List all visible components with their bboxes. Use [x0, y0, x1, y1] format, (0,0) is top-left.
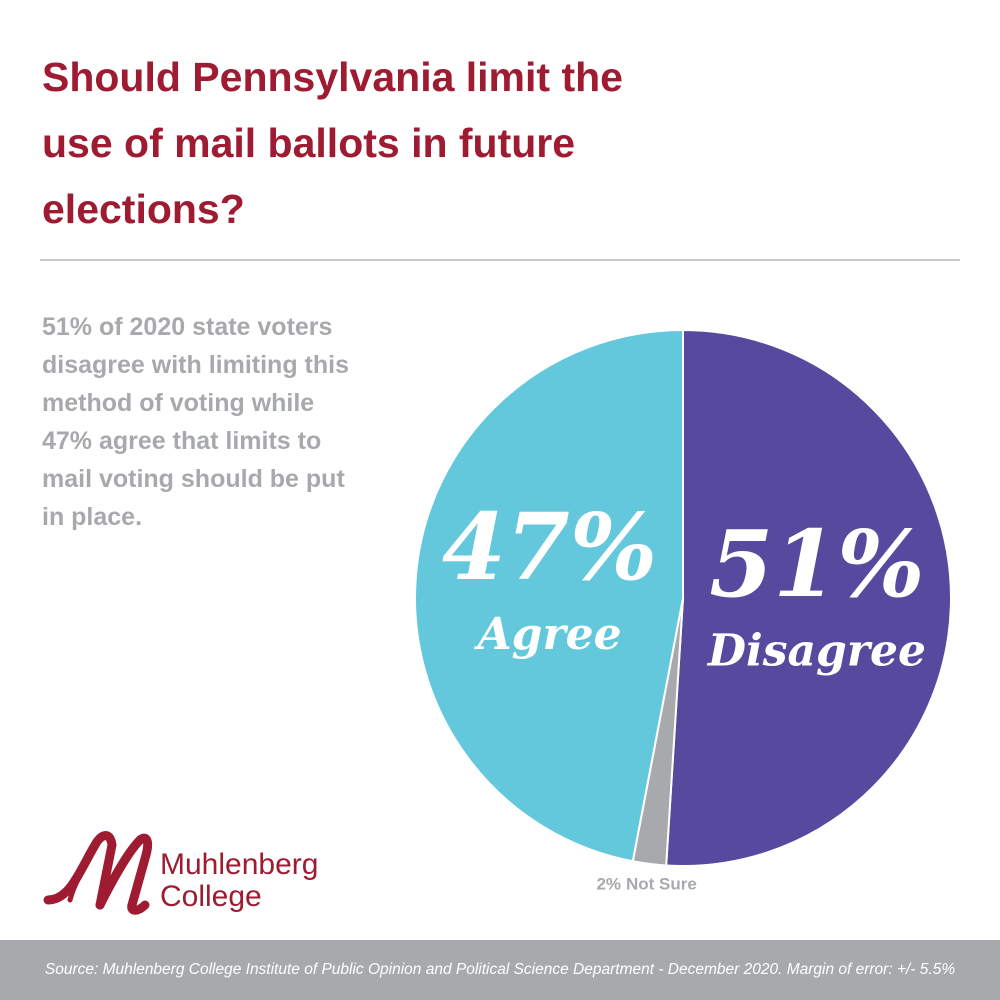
- pie-slice: [414, 328, 684, 863]
- logo-text: Muhlenberg: [160, 848, 318, 881]
- value-label: 51%: [709, 510, 924, 618]
- chart-subtitle: 51% of 2020 state voters disagree with l…: [42, 313, 349, 531]
- value-label: 2%: [596, 875, 621, 894]
- logo-mark: [43, 831, 153, 915]
- value-label: 47%: [442, 493, 657, 601]
- category-label: Agree: [474, 609, 622, 660]
- category-label: Disagree: [706, 626, 926, 677]
- category-label: Not Sure: [626, 875, 697, 894]
- pie-slice: [665, 328, 952, 867]
- source-note: Source: Muhlenberg College Institute of …: [0, 940, 1000, 1000]
- divider: [40, 259, 960, 261]
- slice-label: 2% Not Sure: [596, 875, 696, 894]
- logo-text: College: [160, 880, 262, 913]
- chart-title: Should Pennsylvania limit the use of mai…: [42, 54, 623, 232]
- chart: Muhlenberg College 51% Disagree 2% Not Sure…: [43, 328, 952, 915]
